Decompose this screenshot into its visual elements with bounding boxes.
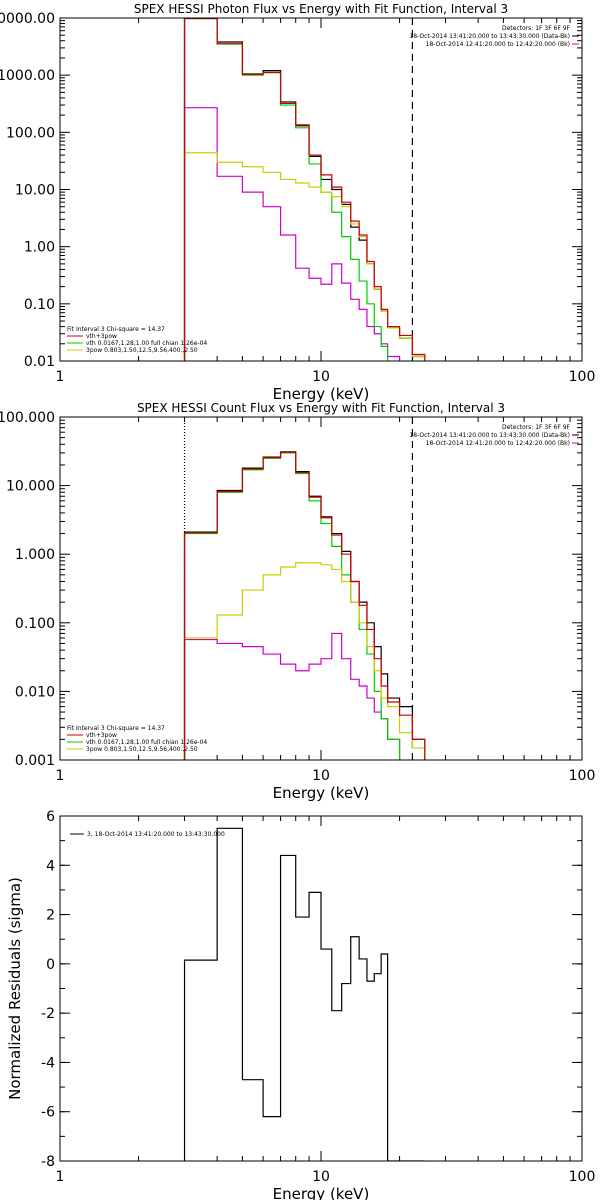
series-line-2 bbox=[183, 452, 401, 760]
y-tick-label: 0000.00 bbox=[0, 11, 55, 27]
y-tick-label: -2 bbox=[41, 1006, 55, 1022]
y-tick-label: 10.000 bbox=[6, 479, 55, 495]
y-tick-label: 6 bbox=[46, 809, 55, 825]
x-tick-label: 1 bbox=[56, 768, 65, 784]
x-tick-label: 10 bbox=[312, 768, 330, 784]
legend-header-text: 18-Oct-2014 12:41:20.000 to 12:42:20.000… bbox=[426, 440, 570, 447]
legend-header-text: Detectors: 1F 3F 6F 9F bbox=[502, 424, 571, 431]
y-tick-label: 0.10 bbox=[24, 297, 55, 313]
y-axis-label: Normalized Residuals (sigma) bbox=[6, 877, 24, 1100]
series-line-3 bbox=[183, 562, 426, 760]
y-tick-label: 0.010 bbox=[15, 684, 55, 700]
y-tick-label: 0 bbox=[46, 957, 55, 973]
x-axis-label: Energy (keV) bbox=[273, 1185, 370, 1200]
legend-entry: 3pow 0.803,1.50,12.5,9.56,400.,2.50 bbox=[86, 347, 198, 354]
y-tick-label: -4 bbox=[41, 1055, 55, 1071]
y-tick-label: -8 bbox=[41, 1154, 55, 1170]
plot-area bbox=[183, 18, 426, 361]
x-tick-label: 1 bbox=[56, 1169, 65, 1185]
chart-resid: 1 10 100 Energy (keV) -8 -6 -4 -2 0 2 4 6 Normalized… bbox=[6, 809, 596, 1203]
x-axis-label: Energy (keV) bbox=[273, 385, 370, 403]
series-line-4 bbox=[183, 451, 426, 760]
legend-entry: vth 0.0167,1.28,1.00 full chian 1.26e-04 bbox=[86, 739, 207, 746]
y-tick-label: 1000.00 bbox=[0, 68, 55, 84]
x-tick-label: 100 bbox=[569, 1169, 596, 1185]
legend-entry: 3, 18-Oct-2014 13:41:20.000 to 13:43:30.… bbox=[87, 831, 225, 838]
x-tick-label: 10 bbox=[312, 1169, 330, 1185]
y-tick-label: 2 bbox=[46, 908, 55, 924]
y-tick-label: 1.00 bbox=[24, 240, 55, 256]
x-tick-label: 100 bbox=[569, 768, 596, 784]
y-tick-label: -6 bbox=[41, 1105, 55, 1121]
y-tick-label: 0.100 bbox=[15, 616, 55, 632]
y-tick-label: 10.00 bbox=[15, 183, 55, 199]
axes-frame bbox=[59, 815, 583, 1162]
y-tick-label: 0.001 bbox=[15, 753, 55, 769]
legend-entry: vth+3pow bbox=[86, 732, 117, 739]
x-tick-label: 10 bbox=[312, 369, 330, 385]
y-tick-label: 1.000 bbox=[15, 547, 55, 563]
legend-entry: vth 0.0167,1.28,1.00 full chian 1.26e-04 bbox=[86, 340, 207, 347]
x-axis-label: Energy (keV) bbox=[273, 784, 370, 802]
series-line-1 bbox=[183, 107, 401, 361]
legend-entry: Fit Interval 3 Chi-square = 14.37 bbox=[67, 326, 165, 333]
series-line-0 bbox=[183, 827, 425, 1161]
series-line-4 bbox=[183, 18, 426, 361]
chart-count: SPEX HESSI Count Flux vs Energy with Fit… bbox=[0, 401, 595, 802]
series-line-0 bbox=[183, 451, 426, 760]
y-tick-label: 4 bbox=[46, 858, 55, 874]
legend-header-text: 18-Oct-2014 13:41:20.000 to 13:43:30.000… bbox=[409, 432, 570, 439]
chart-photon: SPEX HESSI Photon Flux vs Energy with Fi… bbox=[0, 2, 595, 403]
chart-title: SPEX HESSI Photon Flux vs Energy with Fi… bbox=[134, 2, 508, 16]
legend-header-text: Detectors: 1F 3F 6F 9F bbox=[502, 25, 571, 32]
axes-frame bbox=[59, 416, 583, 761]
y-tick-label: 100.00 bbox=[6, 125, 55, 141]
y-tick-label: 100.000 bbox=[0, 410, 55, 426]
chart-title: SPEX HESSI Count Flux vs Energy with Fit… bbox=[137, 401, 505, 415]
plot-area bbox=[183, 451, 426, 760]
axes-frame bbox=[59, 17, 583, 362]
y-tick-label: 0.01 bbox=[24, 354, 55, 370]
x-tick-label: 100 bbox=[569, 369, 596, 385]
series-line-3 bbox=[183, 152, 426, 361]
x-tick-label: 1 bbox=[56, 369, 65, 385]
legend-entry: Fit Interval 3 Chi-square = 14.37 bbox=[67, 725, 165, 732]
plot-area bbox=[183, 827, 425, 1161]
series-line-2 bbox=[183, 18, 389, 361]
legend-header-text: 18-Oct-2014 12:41:20.000 to 12:42:20.000… bbox=[426, 41, 570, 48]
legend-entry: 3pow 0.803,1.50,12.5,9.56,400.,2.50 bbox=[86, 746, 198, 753]
series-line-0 bbox=[183, 18, 426, 361]
legend-header-text: 18-Oct-2014 13:41:20.000 to 13:43:30.000… bbox=[409, 33, 570, 40]
legend-entry: vth+3pow bbox=[86, 333, 117, 340]
